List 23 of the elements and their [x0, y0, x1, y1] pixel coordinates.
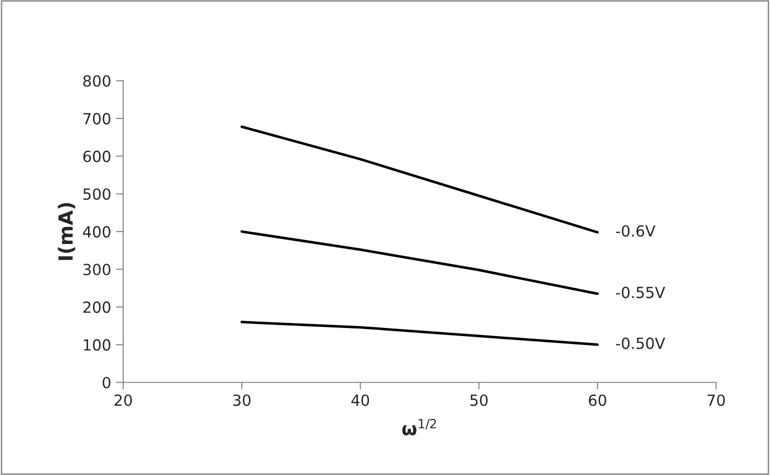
y-tick-label: 200 [83, 301, 110, 313]
y-tick-label: 400 [82, 226, 110, 238]
series-label: -0.50V [616, 338, 666, 350]
x-tick-label: 20 [114, 394, 132, 406]
y-tick-label: 800 [83, 75, 110, 87]
y-axis-title: I(mA) [58, 203, 76, 260]
series-label: -0.6V [616, 225, 656, 237]
line-series [240, 320, 599, 346]
y-tick-label: 700 [83, 112, 110, 124]
line-series [240, 230, 599, 296]
y-tick-label: 100 [84, 339, 110, 351]
y-tick-label: 300 [83, 264, 110, 276]
x-tick-label: 40 [351, 394, 370, 406]
y-tick-label: 0 [102, 376, 110, 388]
x-tick-label: 70 [708, 394, 725, 406]
line-series [240, 126, 599, 234]
x-axis-title: ω$^{1/2}$ [402, 418, 436, 436]
x-tick-label: 60 [588, 394, 606, 406]
y-tick-label: 500 [83, 188, 110, 200]
x-tick-label: 30 [233, 394, 250, 406]
series-label: -0.55V [616, 286, 666, 298]
x-tick-label: 50 [470, 394, 488, 406]
y-tick-label: 600 [83, 150, 110, 162]
